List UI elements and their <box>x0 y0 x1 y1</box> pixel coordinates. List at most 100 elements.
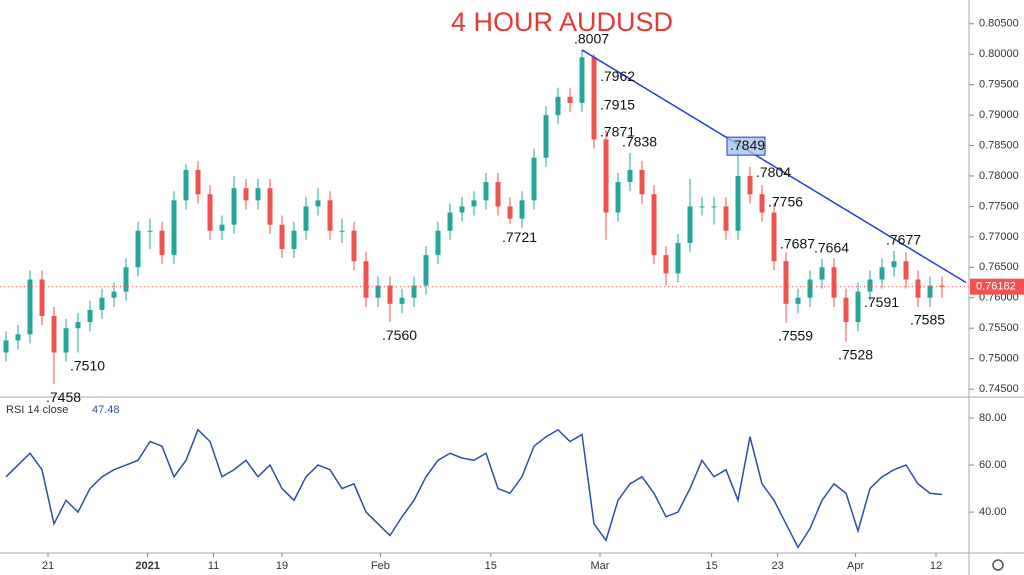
annotation: .7962 <box>600 68 635 84</box>
x-tick-label: 23 <box>771 560 783 572</box>
candle-body <box>135 230 141 268</box>
candle-body <box>471 200 477 207</box>
candle-body <box>87 309 93 323</box>
candle-body <box>447 212 453 231</box>
x-tick-label: 15 <box>485 560 497 572</box>
y-tick-label: 0.77500 <box>979 200 1019 212</box>
rsi-y-tick-label: 80.00 <box>979 412 1007 424</box>
candle-body <box>495 182 501 207</box>
candle-body <box>99 297 105 310</box>
annotation: .7687 <box>780 235 815 251</box>
annotation: .7804 <box>756 164 791 180</box>
chart-title: 4 HOUR AUDUSD <box>451 7 673 37</box>
y-tick-label: 0.75000 <box>979 353 1019 365</box>
candle-body <box>675 242 681 274</box>
y-tick-label: 0.79500 <box>979 79 1019 91</box>
candle-body <box>339 230 345 232</box>
candle-body <box>555 96 561 116</box>
annotation: .7560 <box>382 327 417 343</box>
annotation: .7915 <box>600 97 635 113</box>
annotation: .7510 <box>70 357 105 373</box>
settings-icon[interactable] <box>992 559 1004 571</box>
candle-body <box>807 279 813 298</box>
x-tick-label: 19 <box>276 560 288 572</box>
y-tick-label: 0.76500 <box>979 261 1019 273</box>
candle-body <box>51 316 57 353</box>
candle-body <box>375 285 381 298</box>
annotation: .7528 <box>838 346 873 362</box>
candle-body <box>687 206 693 243</box>
candle-body <box>759 194 765 213</box>
candle-body <box>591 57 597 140</box>
candle-body <box>231 188 237 225</box>
candle-body <box>579 57 585 103</box>
candle-body <box>543 115 549 158</box>
candle-body <box>831 267 837 298</box>
x-tick-label: 2021 <box>135 560 159 572</box>
candle-body <box>795 297 801 304</box>
candle-body <box>435 230 441 256</box>
candle-body <box>123 267 129 292</box>
y-tick-label: 0.78000 <box>979 170 1019 182</box>
rsi-line <box>5 428 943 549</box>
candle-body <box>603 139 609 213</box>
rsi-y-tick-label: 40.00 <box>979 506 1007 518</box>
candle-body <box>615 182 621 213</box>
x-tick-label: 21 <box>42 560 54 572</box>
candle-body <box>639 169 645 195</box>
candle-body <box>195 169 201 195</box>
candle-body <box>291 230 297 250</box>
candle-body <box>207 194 213 231</box>
candle-body <box>531 157 537 201</box>
annotation: .7559 <box>778 327 813 343</box>
y-tick-label: 0.77000 <box>979 231 1019 243</box>
candle-body <box>663 255 669 274</box>
candle-body <box>723 206 729 231</box>
candle-body <box>15 334 21 341</box>
candle-body <box>627 169 633 183</box>
candle-body <box>3 340 9 353</box>
current-price-label: 0.76182 <box>976 281 1016 293</box>
candle-body <box>903 261 909 280</box>
candle-body <box>315 200 321 207</box>
candle-body <box>891 261 897 268</box>
y-tick-label: 0.80500 <box>979 18 1019 30</box>
annotation: .7585 <box>910 312 945 328</box>
candle-body <box>75 322 81 329</box>
candle-body <box>507 206 513 219</box>
annotation: .7677 <box>886 232 921 248</box>
candle-body <box>159 230 165 256</box>
candle-body <box>519 200 525 219</box>
rsi-current: 47.48 <box>92 404 120 416</box>
candle-body <box>747 175 753 195</box>
candle-body <box>915 279 921 298</box>
x-tick-label: Mar <box>591 560 610 572</box>
candle-body <box>771 212 777 262</box>
y-tick-label: 0.79000 <box>979 109 1019 121</box>
candle-body <box>855 291 861 323</box>
candle-body <box>711 206 717 208</box>
candle-body <box>783 261 789 304</box>
candle-body <box>351 230 357 262</box>
candle-body <box>219 224 225 231</box>
candle-body <box>819 267 825 280</box>
x-tick-label: Feb <box>371 560 390 572</box>
candle-body <box>327 200 333 231</box>
candle-body <box>63 328 69 353</box>
candle-body <box>423 255 429 286</box>
candle-body <box>567 96 573 103</box>
candle-body <box>387 285 393 304</box>
candle-body <box>483 182 489 201</box>
candle-body <box>879 267 885 280</box>
candle-body <box>927 285 933 298</box>
rsi-title: RSI 14 close <box>6 404 68 416</box>
x-tick-label: 12 <box>930 560 942 572</box>
candle-body <box>171 200 177 256</box>
candle-body <box>255 188 261 201</box>
x-tick-label: Apr <box>847 560 864 572</box>
rsi-y-tick-label: 60.00 <box>979 459 1007 471</box>
annotation: .7458 <box>46 389 81 405</box>
candle-body <box>843 297 849 323</box>
current-price-box <box>970 278 1024 295</box>
